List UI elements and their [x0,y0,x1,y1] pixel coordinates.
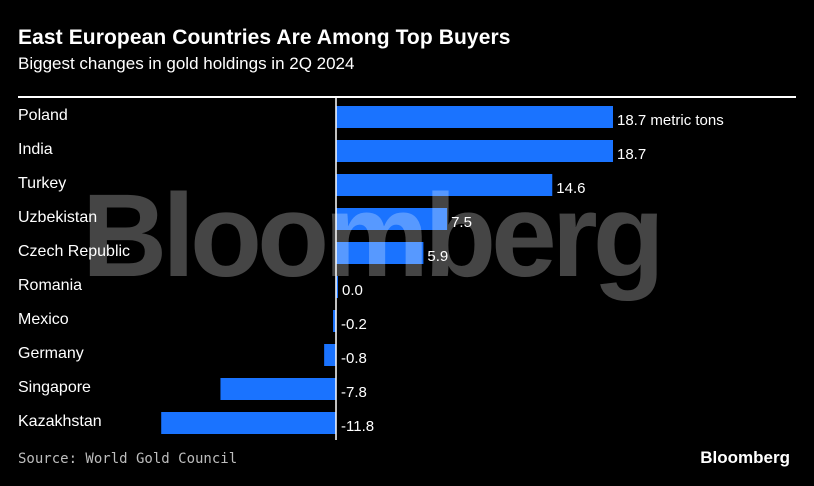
category-label: Turkey [18,175,66,192]
category-label: Poland [18,107,68,124]
category-label: Czech Republic [18,243,130,260]
category-label: Singapore [18,379,91,396]
value-label: -7.8 [341,384,367,401]
category-label: India [18,141,53,158]
value-label: 7.5 [451,214,472,231]
chart-title: East European Countries Are Among Top Bu… [18,26,511,49]
category-label: Uzbekistan [18,209,97,226]
value-label: -11.8 [341,418,374,435]
bar-0 [336,106,613,128]
bar-6 [333,310,336,332]
bar-4 [336,242,424,264]
category-label: Germany [18,345,84,362]
bars-layer [161,98,613,440]
bar-2 [336,174,553,196]
chart-subtitle: Biggest changes in gold holdings in 2Q 2… [18,54,355,73]
source-note: Source: World Gold Council [18,451,238,467]
value-label: 0.0 [342,282,363,299]
bar-5 [336,276,338,298]
value-label: 18.7 metric tons [617,112,724,129]
bar-8 [220,378,336,400]
title-divider [18,96,796,98]
labels-layer: Poland 18.7 metric tons India 18.7 Turkey 14.… [18,107,724,435]
bar-1 [336,140,613,162]
value-label: 5.9 [427,248,448,265]
value-label: 14.6 [556,180,585,197]
value-label: -0.8 [341,350,367,367]
bloomberg-logo: Bloomberg [700,448,790,467]
value-label: 18.7 [617,146,646,163]
value-label: -0.2 [341,316,367,333]
category-label: Romania [18,277,82,294]
bar-9 [161,412,336,434]
bar-3 [336,208,448,230]
bar-7 [324,344,336,366]
category-label: Kazakhstan [18,413,102,430]
category-label: Mexico [18,311,69,328]
